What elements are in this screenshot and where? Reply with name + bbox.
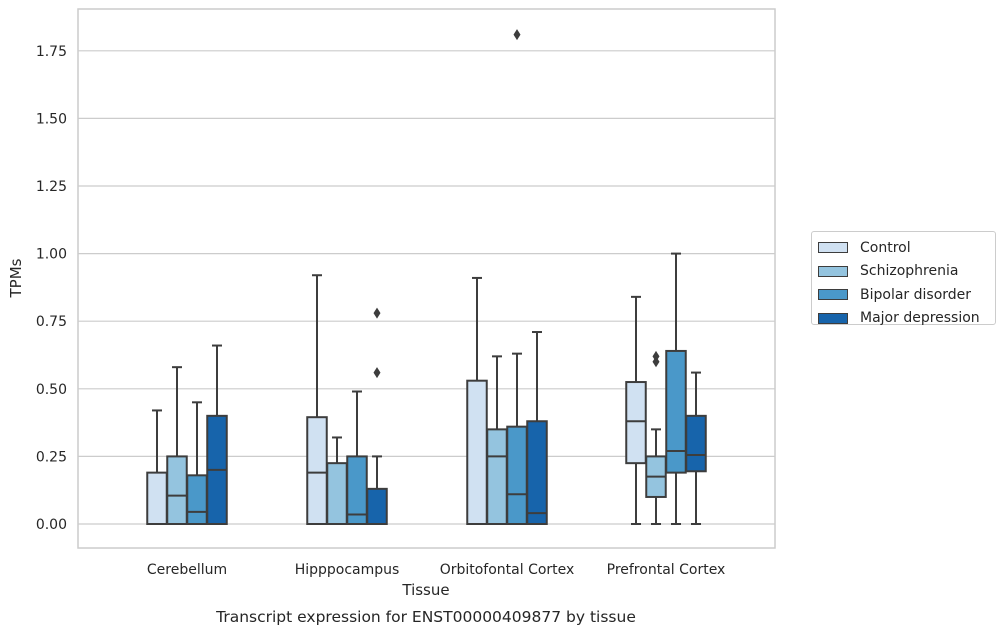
box-body	[366, 487, 388, 525]
y-tick-labels: 0.00 0.25 0.50 0.75 1.00 1.25 1.50 1.75	[36, 44, 67, 533]
box-control	[306, 274, 328, 525]
box-body	[665, 349, 687, 474]
box-body	[486, 428, 508, 525]
x-tick-labels: Cerebellum Hipppocampus Orbitofontal Corte…	[147, 562, 725, 578]
x-tick-label: Cerebellum	[147, 562, 227, 578]
y-tick-label: 1.75	[36, 44, 67, 60]
legend-item-control: Control	[818, 236, 995, 260]
x-axis-label: Tissue	[401, 581, 449, 599]
legend: Control Schizophrenia Bipolar disorder M…	[811, 231, 996, 326]
x-tick-label: Orbitofontal Cortex	[440, 562, 575, 578]
box-bipolar-disorder	[506, 29, 528, 526]
box-body	[146, 471, 168, 525]
y-axis-label: TPMs	[7, 258, 25, 298]
chart-caption: Transcript expression for ENST0000040987…	[215, 608, 636, 626]
legend-label: Control	[860, 239, 911, 256]
box-body	[306, 416, 328, 525]
box-major-depression	[526, 331, 548, 525]
box-body	[466, 379, 488, 525]
y-tick-label: 0.00	[36, 517, 67, 533]
x-tick-label: Hipppocampus	[295, 562, 400, 578]
box-major-depression	[685, 371, 707, 525]
outlier-point	[373, 367, 381, 379]
box-schizophrenia	[326, 436, 348, 526]
y-tick-label: 0.50	[36, 382, 67, 398]
box-control	[146, 409, 168, 525]
box-major-depression	[206, 344, 228, 525]
x-tick-label: Prefrontal Cortex	[607, 562, 726, 578]
legend-swatch	[818, 265, 848, 277]
legend-swatch	[818, 289, 848, 301]
box-body	[186, 474, 208, 526]
box-control	[625, 295, 647, 525]
legend-label: Schizophrenia	[860, 263, 959, 280]
box-bipolar-disorder	[346, 390, 368, 525]
box-schizophrenia	[486, 355, 508, 525]
outlier-point	[652, 350, 660, 362]
legend-label: Major depression	[860, 310, 980, 327]
box-body	[526, 420, 548, 525]
outlier-point	[373, 307, 381, 319]
box-body	[326, 462, 348, 526]
box-bipolar-disorder	[186, 401, 208, 526]
boxes	[146, 29, 707, 526]
y-tick-label: 0.25	[36, 449, 67, 465]
box-body	[685, 414, 707, 473]
box-body	[506, 425, 528, 526]
legend-item-major-depression: Major depression	[818, 307, 995, 331]
box-bipolar-disorder	[665, 252, 687, 525]
y-tick-label: 0.75	[36, 314, 67, 330]
legend-swatch	[818, 242, 848, 254]
legend-swatch	[818, 312, 848, 324]
box-body	[625, 381, 647, 465]
y-tick-label: 1.50	[36, 111, 67, 127]
y-tick-label: 1.25	[36, 179, 67, 195]
box-body	[166, 455, 188, 525]
box-schizophrenia	[645, 350, 667, 525]
box-major-depression	[366, 307, 388, 525]
box-schizophrenia	[166, 366, 188, 525]
gridlines	[78, 50, 775, 525]
legend-label: Bipolar disorder	[860, 286, 972, 303]
legend-item-schizophrenia: Schizophrenia	[818, 260, 995, 284]
y-tick-label: 1.00	[36, 247, 67, 263]
outlier-point	[513, 29, 521, 41]
box-control	[466, 276, 488, 525]
legend-item-bipolar-disorder: Bipolar disorder	[818, 283, 995, 307]
plot-area-frame	[77, 8, 776, 549]
